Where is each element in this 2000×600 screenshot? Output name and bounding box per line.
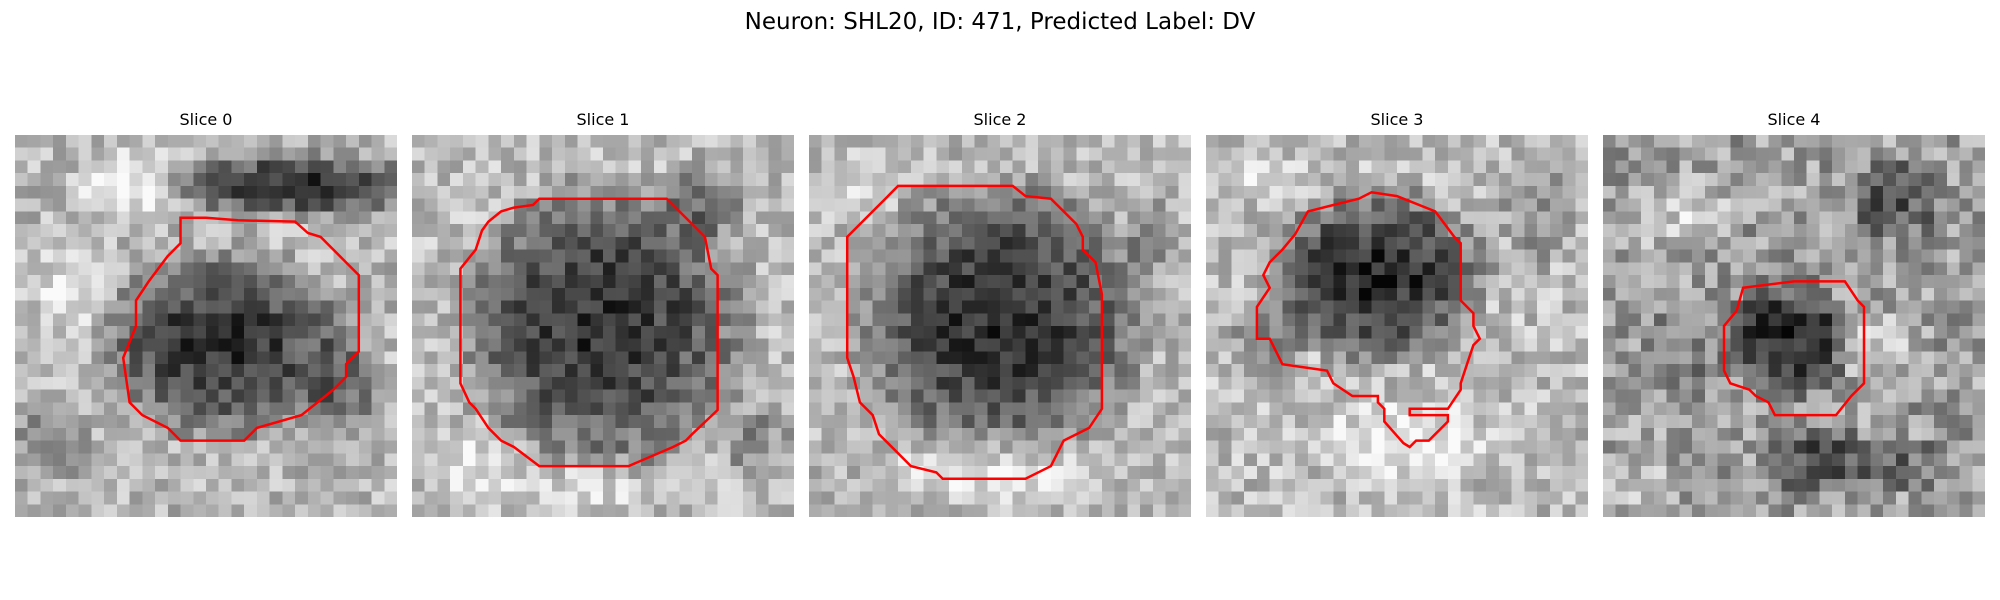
slice-panel-0: Slice 0 [15,110,397,517]
slice-panel-2: Slice 2 [809,110,1191,517]
slice-title-2: Slice 2 [973,110,1027,129]
pixel-grid [809,135,1191,517]
segmentation-contour [121,216,361,442]
slice-image-2 [809,135,1191,517]
micrograph-pixels [412,135,794,517]
figure-title: Neuron: SHL20, ID: 471, Predicted Label:… [744,9,1256,35]
segmentation-contour [459,197,719,468]
micrograph-pixels [809,135,1191,517]
pixel-grid [15,135,397,517]
micrograph-pixels [1603,135,1985,517]
slice-image-0 [15,135,397,517]
slice-title-0: Slice 0 [179,110,233,129]
segmentation-contour [1722,280,1866,417]
slice-panel-3: Slice 3 [1206,110,1588,517]
slice-title-1: Slice 1 [576,110,630,129]
slice-title-4: Slice 4 [1767,110,1821,129]
slice-panel-1: Slice 1 [412,110,794,517]
segmentation-contour [1255,191,1482,449]
slice-image-4 [1603,135,1985,517]
pixel-grid [412,135,794,517]
slice-title-3: Slice 3 [1370,110,1424,129]
slice-panel-4: Slice 4 [1603,110,1985,517]
segmentation-contour [845,184,1104,481]
micrograph-pixels [15,135,397,517]
pixel-grid [1206,135,1588,517]
slice-image-3 [1206,135,1588,517]
slice-image-1 [412,135,794,517]
micrograph-pixels [1206,135,1588,517]
pixel-grid [1603,135,1985,517]
